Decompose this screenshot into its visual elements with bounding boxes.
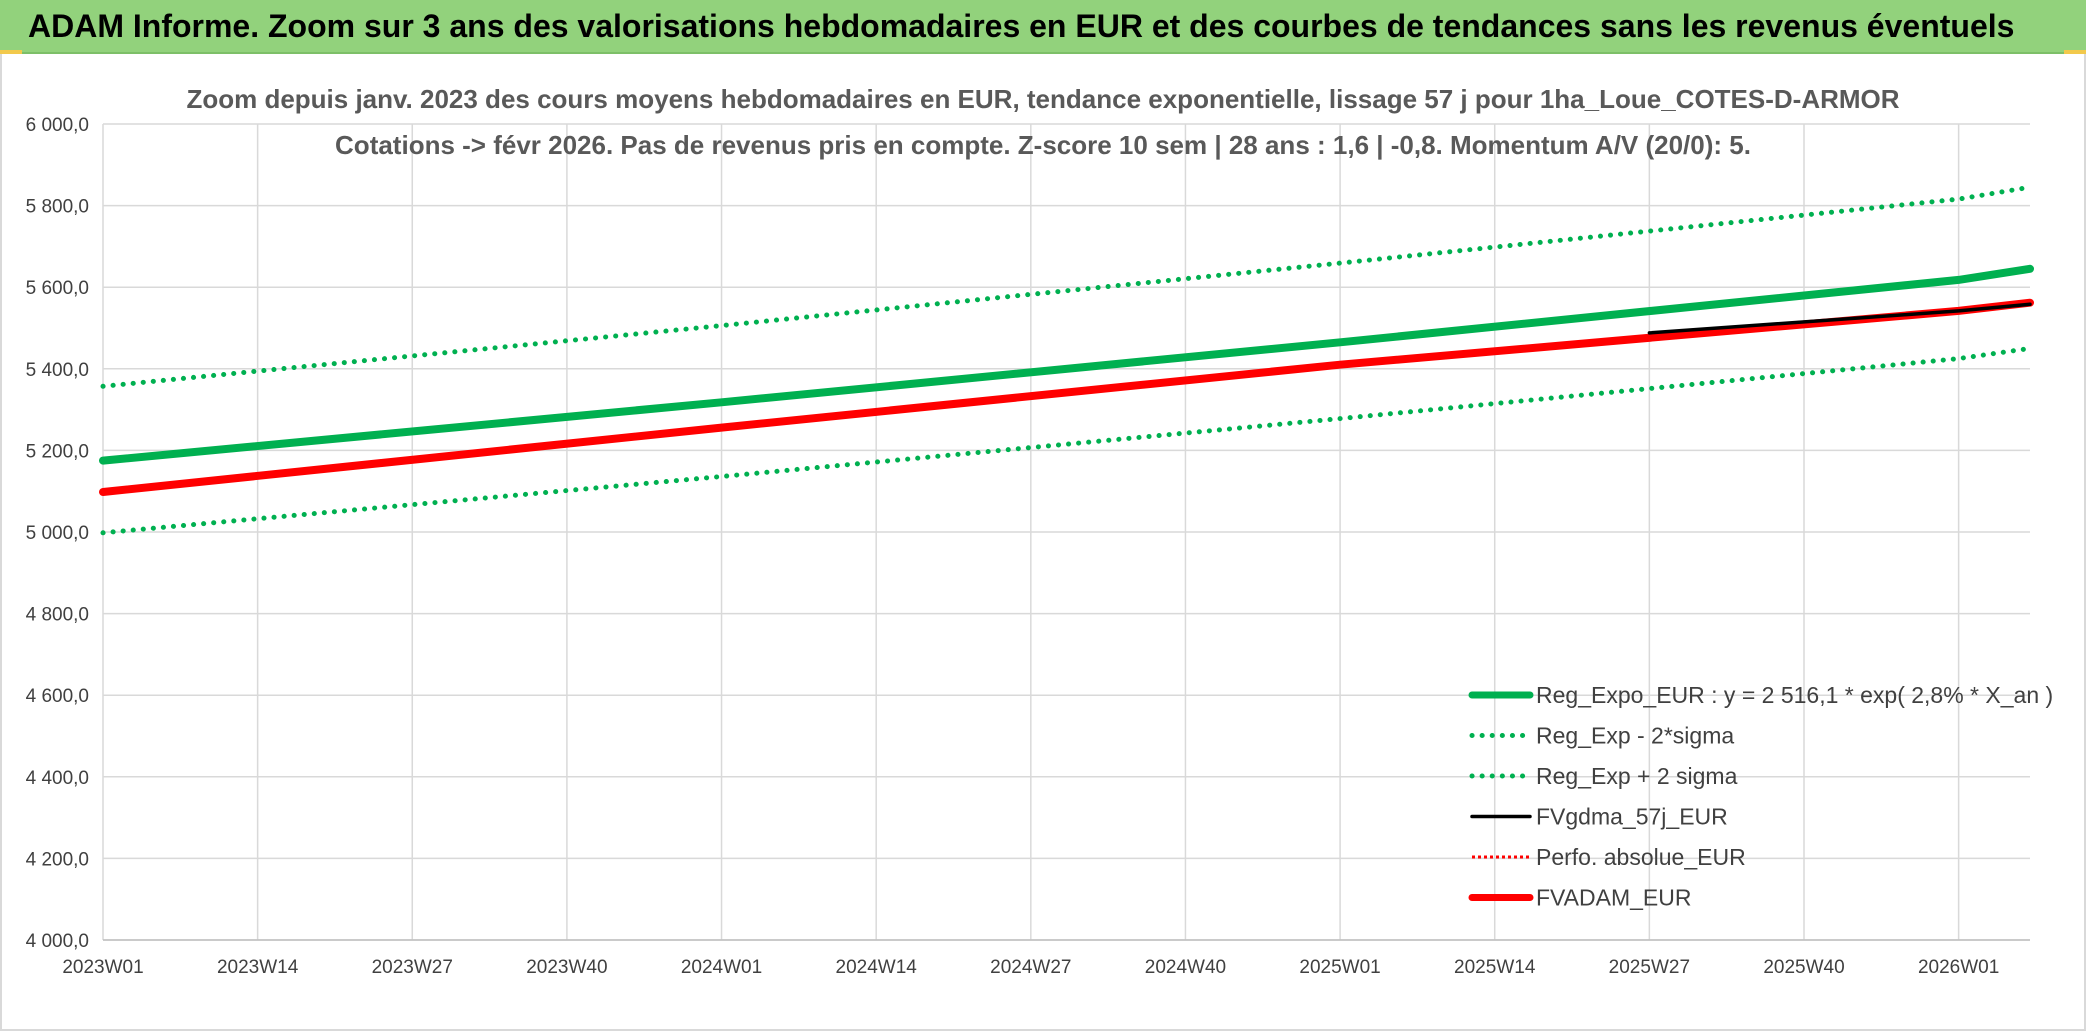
- x-tick-label: 2025W27: [1609, 957, 1690, 978]
- frame-corner-right: [2064, 50, 2086, 54]
- series-line: [100, 184, 2033, 389]
- y-tick-label: 4 400,0: [26, 768, 89, 789]
- series-line: [100, 345, 2033, 536]
- legend-entry: FVgdma_57j_EUR: [1536, 804, 1728, 830]
- legend-entry: Reg_Expo_EUR : y = 2 516,1 * exp( 2,8% *…: [1536, 682, 2053, 708]
- x-tick-label: 2023W40: [526, 957, 607, 978]
- y-tick-label: 4 000,0: [26, 931, 89, 952]
- report-header: ADAM Informe. Zoom sur 3 ans des valoris…: [0, 0, 2086, 54]
- y-tick-label: 6 000,0: [26, 115, 89, 136]
- y-tick-label: 5 400,0: [26, 360, 89, 381]
- report-title: ADAM Informe. Zoom sur 3 ans des valoris…: [28, 8, 2015, 44]
- y-tick-label: 4 800,0: [26, 605, 89, 626]
- series-line: [1647, 302, 2032, 335]
- chart-subtitle: Cotations -> févr 2026. Pas de revenus p…: [335, 130, 1751, 160]
- chart-frame: [0, 54, 2086, 1031]
- y-tick-label: 4 600,0: [26, 686, 89, 707]
- x-tick-label: 2024W01: [681, 957, 762, 978]
- y-tick-label: 5 600,0: [26, 278, 89, 299]
- legend-entry: Reg_Exp + 2 sigma: [1536, 763, 1738, 789]
- x-tick-label: 2025W01: [1299, 957, 1380, 978]
- x-tick-label: 2023W27: [372, 957, 453, 978]
- y-tick-label: 4 200,0: [26, 849, 89, 870]
- series-line: [99, 298, 2034, 496]
- x-tick-label: 2024W40: [1145, 957, 1226, 978]
- x-tick-label: 2025W14: [1454, 957, 1536, 978]
- x-tick-label: 2024W14: [836, 957, 918, 978]
- legend-entry: FVADAM_EUR: [1536, 885, 1692, 911]
- x-tick-label: 2025W40: [1763, 957, 1844, 978]
- series-line: [99, 264, 2034, 465]
- x-tick-label: 2024W27: [990, 957, 1071, 978]
- x-tick-label: 2023W14: [217, 957, 299, 978]
- y-tick-label: 5 000,0: [26, 523, 89, 544]
- chart-title: Zoom depuis janv. 2023 des cours moyens …: [186, 84, 1899, 114]
- frame-corner-left: [0, 50, 22, 54]
- x-tick-label: 2023W01: [62, 957, 143, 978]
- legend-entry: Reg_Exp - 2*sigma: [1536, 723, 1734, 749]
- x-tick-label: 2026W01: [1918, 957, 1999, 978]
- y-tick-label: 5 800,0: [26, 197, 89, 218]
- y-tick-label: 5 200,0: [26, 441, 89, 462]
- legend-entry: Perfo. absolue_EUR: [1536, 844, 1746, 870]
